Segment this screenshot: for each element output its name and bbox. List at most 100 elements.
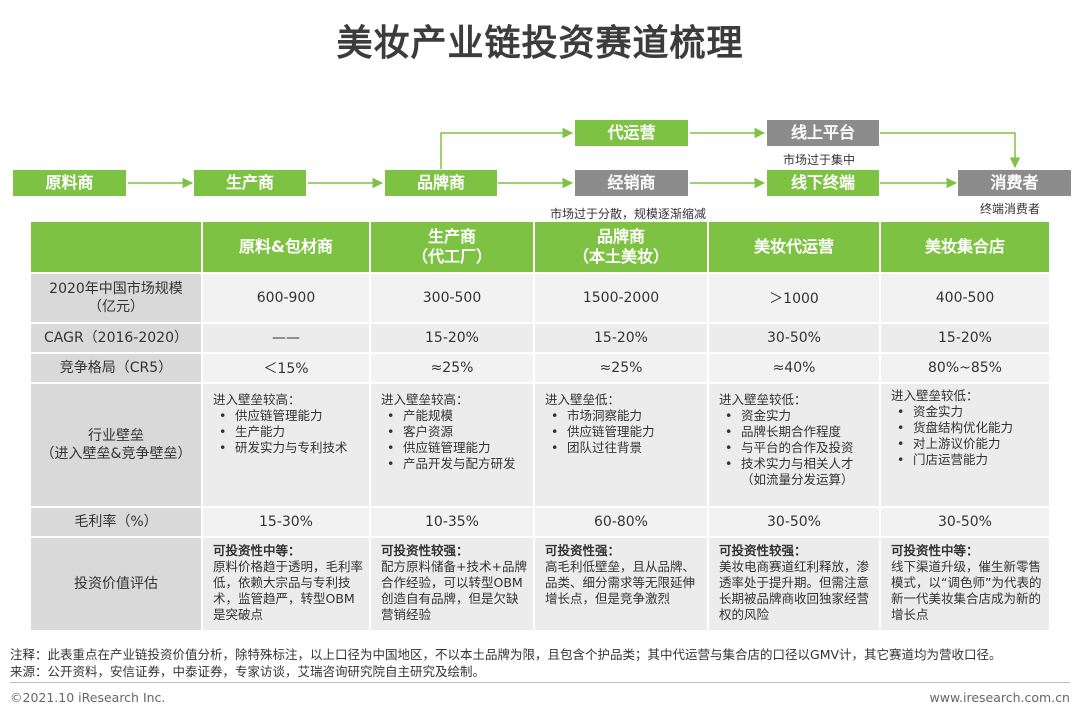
copyright: ©2021.10 iResearch Inc. (10, 690, 166, 705)
table-cell: 10-35% (371, 508, 535, 538)
row-label-invest: 投资价值评估 (31, 538, 203, 632)
invest-head: 可投资性较强： (381, 543, 469, 558)
table-cell: 30-50% (881, 508, 1051, 538)
invest-cell: 可投资性中等： 原料价格趋于透明，毛利率低，依赖大宗品与专利技术，监管趋严，转型… (203, 538, 371, 632)
table-row-cr5: 竞争格局（CR5） ＜15% ≈25% ≈25% ≈40% 80%~85% (31, 354, 1051, 384)
distributor-note: 市场过于分散，规模逐渐缩减 (550, 207, 707, 221)
list-item: 技术实力与相关人才（如流量分发运算） (719, 456, 873, 488)
website-link[interactable]: www.iresearch.com.cn (929, 690, 1071, 705)
header-collection-store: 美妆集合店 (881, 222, 1051, 274)
header-corner (31, 222, 203, 274)
table-cell: 1500-2000 (535, 274, 709, 324)
invest-text: 线下渠道升级，催生新零售模式，以“调色师”为代表的新一代美妆集合店成为新的增长点 (891, 559, 1042, 622)
list-item: 供应链管理能力 (545, 424, 701, 440)
table-cell: ＜15% (203, 354, 371, 384)
barrier-head: 进入壁垒较高： (381, 392, 469, 407)
row-label-cr5: 竞争格局（CR5） (31, 354, 203, 384)
invest-head: 可投资性较强： (719, 543, 807, 558)
table-cell: 600-900 (203, 274, 371, 324)
list-item: 门店运营能力 (891, 452, 1043, 468)
barrier-cell: 进入壁垒较低： 资金实力 货盘结构优化能力 对上游议价能力 门店运营能力 (881, 384, 1051, 508)
invest-text: 原料价格趋于透明，毛利率低，依赖大宗品与专利技术，监管趋严，转型OBM是突破点 (213, 559, 364, 622)
barrier-head: 进入壁垒较低： (719, 392, 807, 407)
table-cell: 15-20% (881, 324, 1051, 354)
node-operator: 代运营 (575, 120, 688, 146)
arrow-brand-to-operator (440, 127, 574, 169)
list-item: 研发实力与专利技术 (213, 440, 363, 456)
table-row-cagr: CAGR（2016-2020） —— 15-20% 15-20% 30-50% … (31, 324, 1051, 354)
row-label-margin: 毛利率（%） (31, 508, 203, 538)
barrier-cell: 进入壁垒较高： 产能规模 客户资源 供应链管理能力 产品开发与配方研发 (371, 384, 535, 508)
invest-cell: 可投资性较强： 美妆电商赛道红利释放，渗透率处于提升期。但需注意长期被品牌商收回… (709, 538, 881, 632)
node-offline-terminal: 线下终端 (767, 170, 879, 196)
invest-head: 可投资性中等： (891, 543, 979, 558)
table-row-barriers: 行业壁垒 （进入壁垒&竞争壁垒） 进入壁垒较高： 供应链管理能力 生产能力 研发… (31, 384, 1051, 508)
node-brand: 品牌商 (385, 170, 497, 196)
list-item: 供应链管理能力 (381, 440, 527, 456)
online-note: 市场过于集中 (783, 153, 856, 167)
list-item: 与平台的合作及投资 (719, 440, 873, 456)
header-manufacturer: 生产商 （代工厂） (371, 222, 535, 274)
list-item: 市场洞察能力 (545, 408, 701, 424)
page-title: 美妆产业链投资赛道梳理 (336, 23, 744, 64)
table-cell: 300-500 (371, 274, 535, 324)
barrier-cell: 进入壁垒低： 市场洞察能力 供应链管理能力 团队过往背景 (535, 384, 709, 508)
list-item: 资金实力 (891, 404, 1043, 420)
barrier-cell: 进入壁垒较低： 资金实力 品牌长期合作程度 与平台的合作及投资 技术实力与相关人… (709, 384, 881, 508)
list-item: 产品开发与配方研发 (381, 456, 527, 472)
list-item: 团队过往背景 (545, 440, 701, 456)
table-header-row: 原料&包材商 生产商 （代工厂） 品牌商 （本土美妆） 美妆代运营 美妆集合店 (31, 222, 1051, 274)
row-label-barriers: 行业壁垒 （进入壁垒&竞争壁垒） (31, 384, 203, 508)
table-row-invest: 投资价值评估 可投资性中等： 原料价格趋于透明，毛利率低，依赖大宗品与专利技术，… (31, 538, 1051, 632)
arrow-online-to-consumer (880, 132, 1021, 169)
footer-divider (10, 682, 1070, 683)
row-label-market: 2020年中国市场规模 （亿元） (31, 274, 203, 324)
table-cell: 15-30% (203, 508, 371, 538)
node-raw-supplier: 原料商 (13, 170, 126, 196)
industry-chain-flow: 原料商 生产商 品牌商 代运营 经销商 线上平台 线下终端 消费者 市场过于集中… (0, 0, 1080, 225)
header-brand: 品牌商 （本土美妆） (535, 222, 709, 274)
invest-cell: 可投资性强： 高毛利低壁垒，且从品牌、品类、细分需求等无限延伸增长点，但是竞争激… (535, 538, 709, 632)
list-item: 客户资源 (381, 424, 527, 440)
list-item: 供应链管理能力 (213, 408, 363, 424)
table-cell: ≈25% (371, 354, 535, 384)
node-consumer: 消费者 (958, 170, 1071, 196)
table-cell: 30-50% (709, 324, 881, 354)
barrier-head: 进入壁垒低： (545, 392, 621, 407)
list-item: 对上游议价能力 (891, 436, 1043, 452)
table-cell: 80%~85% (881, 354, 1051, 384)
consumer-note: 终端消费者 (980, 202, 1041, 216)
investment-table: 原料&包材商 生产商 （代工厂） 品牌商 （本土美妆） 美妆代运营 美妆集合店 … (31, 222, 1051, 632)
invest-text: 美妆电商赛道红利释放，渗透率处于提升期。但需注意长期被品牌商收回独家经营权的风险 (719, 559, 870, 622)
invest-cell: 可投资性较强： 配方原料储备+技术+品牌合作经验，可以转型OBM创造自有品牌，但… (371, 538, 535, 632)
table-cell: —— (203, 324, 371, 354)
table-cell: 60-80% (535, 508, 709, 538)
table-row-market: 2020年中国市场规模 （亿元） 600-900 300-500 1500-20… (31, 274, 1051, 324)
table-cell: ≈40% (709, 354, 881, 384)
list-item: 货盘结构优化能力 (891, 420, 1043, 436)
node-distributor: 经销商 (575, 170, 688, 196)
barrier-cell: 进入壁垒较高： 供应链管理能力 生产能力 研发实力与专利技术 (203, 384, 371, 508)
table-cell: 15-20% (535, 324, 709, 354)
barrier-head: 进入壁垒较高： (213, 392, 301, 407)
footnote-source: 来源：公开资料，安信证券，中泰证券，专家访谈，艾瑞咨询研究院自主研究及绘制。 (10, 664, 486, 679)
invest-text: 高毛利低壁垒，且从品牌、品类、细分需求等无限延伸增长点，但是竞争激烈 (545, 559, 696, 606)
node-online-platform: 线上平台 (767, 120, 879, 146)
table-cell: 15-20% (371, 324, 535, 354)
row-label-cagr: CAGR（2016-2020） (31, 324, 203, 354)
footnote-note: 注释：此表重点在产业链投资价值分析，除特殊标注，以上口径为中国地区，不以本土品牌… (10, 647, 1002, 662)
list-item: 产能规模 (381, 408, 527, 424)
invest-head: 可投资性中等： (213, 543, 301, 558)
list-item: 生产能力 (213, 424, 363, 440)
node-manufacturer: 生产商 (194, 170, 306, 196)
list-item: 品牌长期合作程度 (719, 424, 873, 440)
table-cell: ＞1000 (709, 274, 881, 324)
table-row-margin: 毛利率（%） 15-30% 10-35% 60-80% 30-50% 30-50… (31, 508, 1051, 538)
list-item: 资金实力 (719, 408, 873, 424)
barrier-head: 进入壁垒较低： (891, 388, 979, 403)
table-cell: 30-50% (709, 508, 881, 538)
table-cell: 400-500 (881, 274, 1051, 324)
table-cell: ≈25% (535, 354, 709, 384)
invest-head: 可投资性强： (545, 543, 621, 558)
header-operator: 美妆代运营 (709, 222, 881, 274)
